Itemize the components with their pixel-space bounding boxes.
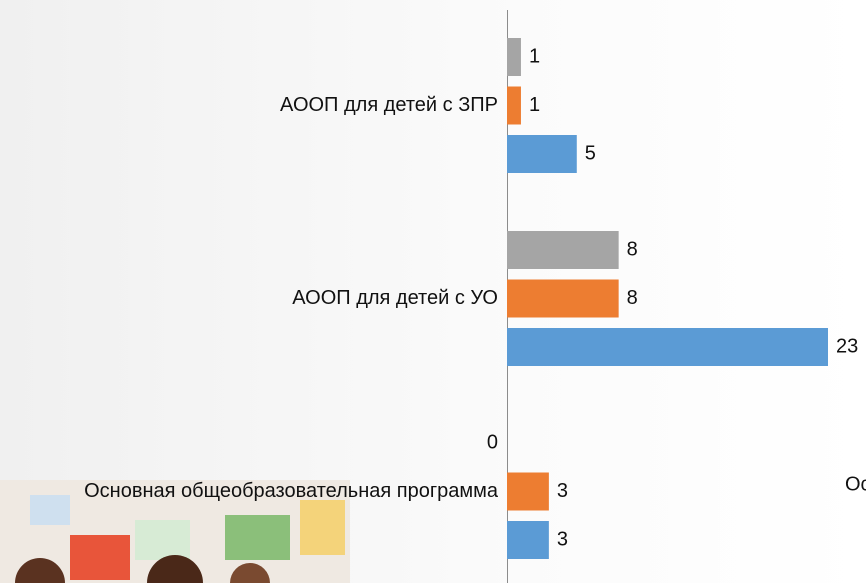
- value-label: 8: [627, 287, 638, 309]
- value-label: 8: [627, 238, 638, 260]
- category-label: АООП для детей с ЗПР: [280, 94, 498, 116]
- legend-fragment: Ос: [845, 473, 866, 495]
- bar: [507, 473, 549, 511]
- value-label: 3: [557, 528, 568, 550]
- category-label: Основная общеобразовательная программа: [84, 480, 499, 502]
- value-label: 0: [487, 431, 498, 453]
- value-label: 5: [585, 142, 596, 164]
- bar: [507, 231, 619, 269]
- value-label: 23: [836, 335, 858, 357]
- value-label: 1: [529, 94, 540, 116]
- bar: [507, 38, 521, 76]
- category-label: АООП для детей с УО: [292, 287, 498, 309]
- bar: [507, 328, 828, 366]
- bar: [507, 521, 549, 559]
- bar: [507, 280, 619, 318]
- bar: [507, 87, 521, 125]
- chart: Ос АООП для детей с ЗПР 1 1 5 АООП для детей…: [0, 0, 866, 583]
- bar: [507, 135, 577, 173]
- value-label: 1: [529, 45, 540, 67]
- value-label: 3: [557, 480, 568, 502]
